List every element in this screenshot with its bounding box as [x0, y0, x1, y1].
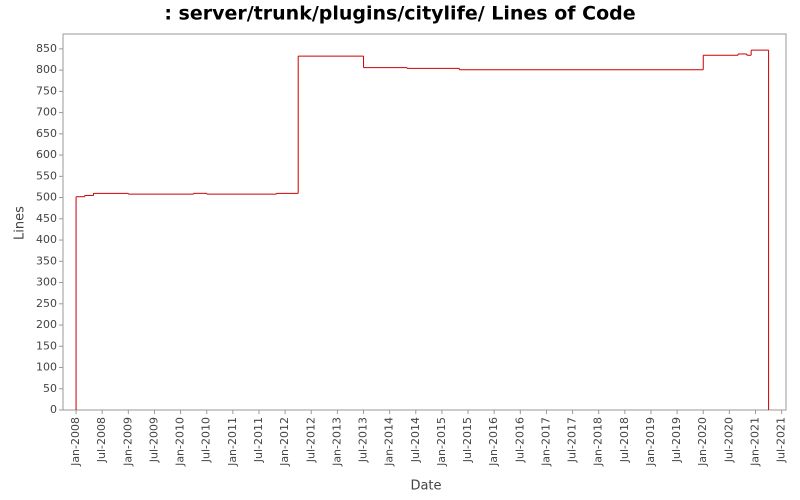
x-tick-label: Jan-2017	[539, 417, 552, 467]
x-tick-label: Jul-2008	[95, 417, 108, 463]
y-tick-label: 400	[36, 233, 57, 246]
y-tick-label: 450	[36, 212, 57, 225]
y-axis-label: Lines	[13, 206, 28, 240]
x-tick-label: Jul-2013	[357, 417, 370, 463]
x-tick-label: Jul-2009	[147, 417, 160, 463]
y-tick-label: 750	[36, 84, 57, 97]
y-tick-label: 50	[43, 382, 57, 395]
y-tick-label: 700	[36, 106, 57, 119]
x-tick-label: Jan-2012	[278, 417, 291, 467]
y-tick-label: 550	[36, 169, 57, 182]
x-tick-label: Jul-2011	[252, 417, 265, 463]
y-tick-label: 300	[36, 276, 57, 289]
y-tick-label: 100	[36, 361, 57, 374]
plot-area	[62, 33, 787, 411]
x-tick-label: Jan-2009	[121, 417, 134, 467]
x-tick-label: Jan-2008	[69, 417, 82, 467]
chart-title: : server/trunk/plugins/citylife/ Lines o…	[164, 3, 635, 25]
x-tick-label: Jul-2010	[200, 417, 213, 463]
x-tick-label: Jan-2013	[330, 417, 343, 467]
x-axis-label: Date	[410, 479, 441, 494]
x-tick-label: Jul-2019	[670, 417, 683, 463]
x-tick-label: Jan-2014	[383, 417, 396, 467]
y-tick-label: 0	[50, 403, 57, 416]
y-tick-label: 600	[36, 148, 57, 161]
x-tick-label: Jan-2016	[487, 417, 500, 467]
x-tick-label: Jul-2017	[566, 417, 579, 463]
x-tick-label: Jan-2010	[174, 417, 187, 467]
y-tick-label: 150	[36, 339, 57, 352]
x-tick-label: Jul-2020	[722, 417, 735, 463]
x-tick-label: Jul-2021	[775, 417, 788, 463]
x-tick-label: Jul-2016	[513, 417, 526, 463]
y-tick-label: 200	[36, 318, 57, 331]
x-tick-label: Jan-2021	[749, 417, 762, 467]
y-tick-label: 650	[36, 127, 57, 140]
x-tick-label: Jan-2018	[592, 417, 605, 467]
x-tick-label: Jul-2015	[461, 417, 474, 463]
y-tick-label: 800	[36, 63, 57, 76]
y-tick-label: 500	[36, 191, 57, 204]
y-tick-label: 250	[36, 297, 57, 310]
x-tick-label: Jan-2020	[696, 417, 709, 467]
y-tick-label: 850	[36, 42, 57, 55]
x-tick-label: Jan-2015	[435, 417, 448, 467]
x-tick-label: Jan-2019	[644, 417, 657, 467]
x-tick-label: Jul-2012	[304, 417, 317, 463]
x-tick-label: Jul-2014	[409, 417, 422, 463]
y-tick-label: 350	[36, 254, 57, 267]
x-tick-label: Jan-2011	[226, 417, 239, 467]
x-tick-label: Jul-2018	[618, 417, 631, 463]
